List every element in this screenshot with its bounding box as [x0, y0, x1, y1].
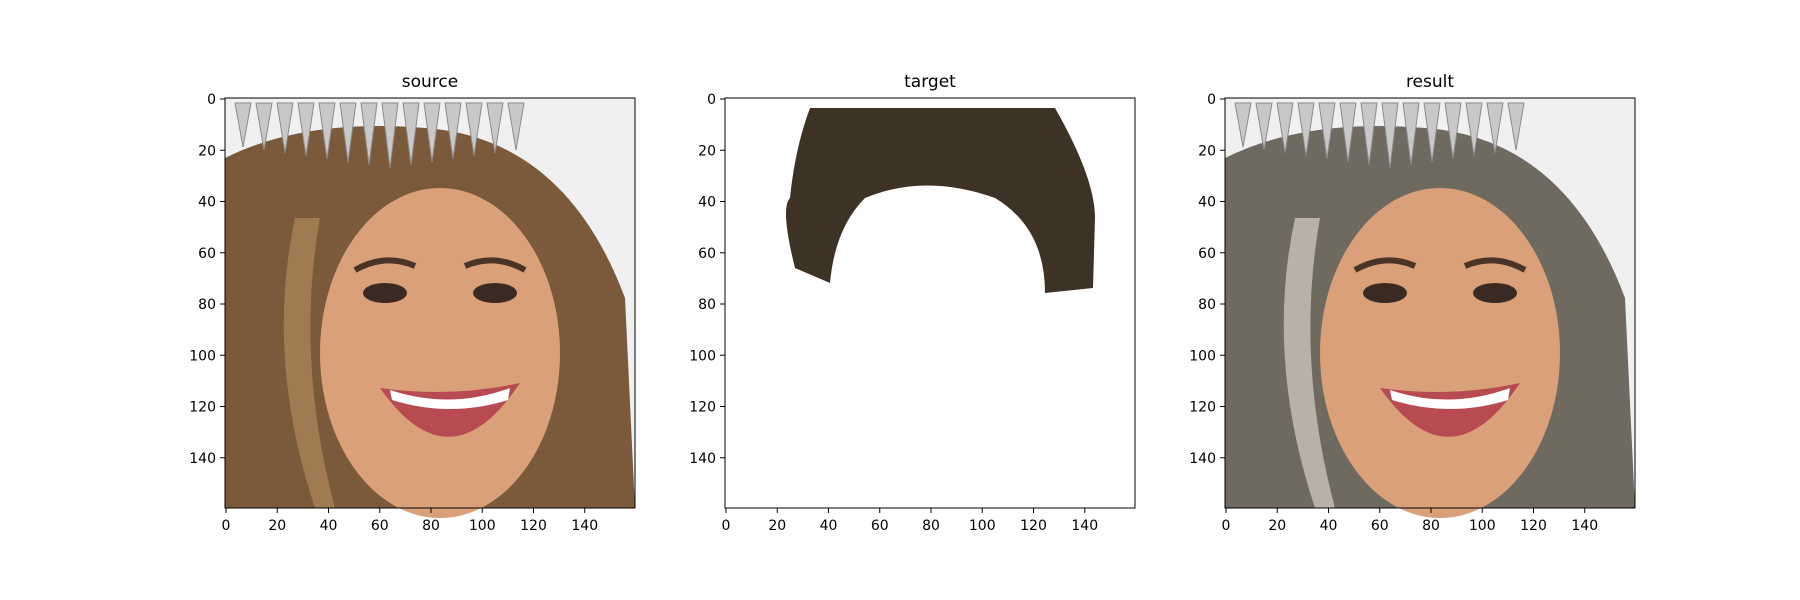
right-eyebrow [463, 257, 527, 273]
face-shape [320, 188, 560, 518]
x-tick-label: 0 [1222, 518, 1231, 534]
x-tick-label: 80 [922, 518, 940, 534]
x-tick-label: 60 [371, 518, 389, 534]
axes-result: 0 20 40 60 80 100 120 140 0 20 40 60 80 100 120 140 [1189, 92, 1636, 534]
x-tick-label: 40 [820, 518, 838, 534]
panel-title-source: source [401, 72, 459, 92]
teeth [390, 388, 510, 409]
x-tick-label: 120 [520, 518, 547, 534]
x-tick-label: 20 [768, 518, 786, 534]
x-tick-label: 80 [422, 518, 440, 534]
y-tick-label: 60 [198, 246, 216, 262]
left-eyebrow [1353, 257, 1417, 273]
x-tick-label: 0 [222, 518, 231, 534]
x-tick-label: 40 [320, 518, 338, 534]
image-target [725, 98, 1135, 508]
image-result [1225, 98, 1635, 518]
x-tick-label: 60 [1371, 518, 1389, 534]
y-tick-label: 140 [189, 451, 216, 467]
axes-frame-source [224, 97, 636, 509]
y-tick-label: 120 [1189, 400, 1216, 416]
x-tick-label: 140 [571, 518, 598, 534]
left-eye [363, 283, 407, 303]
y-tick-label: 20 [198, 143, 216, 159]
hair-highlight [1283, 218, 1335, 508]
y-tick-label: 100 [189, 348, 216, 364]
y-tick-label: 80 [698, 297, 716, 313]
y-tick-label: 60 [1198, 246, 1216, 262]
crown-icon [234, 102, 525, 169]
image-source [225, 98, 635, 518]
x-tick-label: 140 [1071, 518, 1098, 534]
y-tick-label: 40 [698, 195, 716, 211]
crown-icon [1234, 102, 1525, 169]
x-tick-label: 120 [1020, 518, 1047, 534]
axes-frame-target [724, 97, 1136, 509]
panel-result: result 0 20 40 60 80 100 120 140 0 20 40 60 80 100 120… [1180, 0, 1680, 600]
y-tick-label: 80 [198, 297, 216, 313]
panel-target: target 0 20 40 60 80 100 120 140 0 20 40 60 80 100 120… [680, 0, 1180, 600]
teeth [1390, 388, 1510, 409]
x-tick-label: 0 [722, 518, 731, 534]
axes-target: 0 20 40 60 80 100 120 140 0 20 40 60 80 100 120 140 [689, 92, 1136, 534]
y-tick-label: 60 [698, 246, 716, 262]
axes-source: 0 20 40 60 80 100 120 140 0 20 40 60 80 100 120 140 [189, 92, 636, 534]
y-tick-label: 140 [1189, 451, 1216, 467]
right-eye [1473, 283, 1517, 303]
x-tick-label: 60 [871, 518, 889, 534]
y-tick-label: 20 [698, 143, 716, 159]
y-tick-label: 140 [689, 451, 716, 467]
y-tick-label: 0 [707, 92, 716, 108]
y-tick-label: 100 [689, 348, 716, 364]
x-tick-label: 100 [969, 518, 996, 534]
y-tick-label: 40 [198, 195, 216, 211]
y-tick-label: 20 [1198, 143, 1216, 159]
x-tick-label: 40 [1320, 518, 1338, 534]
x-tick-label: 80 [1422, 518, 1440, 534]
x-tick-label: 140 [1571, 518, 1598, 534]
y-tick-label: 40 [1198, 195, 1216, 211]
panel-title-target: target [904, 72, 956, 92]
y-tick-label: 0 [1207, 92, 1216, 108]
axes-frame-result [1224, 97, 1636, 509]
face-shape [1320, 188, 1560, 518]
x-tick-label: 120 [1520, 518, 1547, 534]
y-tick-label: 120 [189, 400, 216, 416]
right-eyebrow [1463, 257, 1527, 273]
y-tick-label: 80 [1198, 297, 1216, 313]
x-tick-label: 20 [1268, 518, 1286, 534]
left-eye [1363, 283, 1407, 303]
y-tick-label: 0 [207, 92, 216, 108]
y-tick-label: 120 [689, 400, 716, 416]
panel-title-result: result [1405, 72, 1455, 92]
panel-source: source 0 20 40 60 80 100 120 140 0 20 40 60 80 100 120… [180, 0, 680, 600]
x-tick-label: 20 [268, 518, 286, 534]
y-tick-label: 100 [1189, 348, 1216, 364]
x-tick-label: 100 [1469, 518, 1496, 534]
right-eye [473, 283, 517, 303]
x-tick-label: 100 [469, 518, 496, 534]
target-hair-region [786, 108, 1095, 293]
left-eyebrow [353, 257, 417, 273]
hair-highlight [283, 218, 335, 508]
